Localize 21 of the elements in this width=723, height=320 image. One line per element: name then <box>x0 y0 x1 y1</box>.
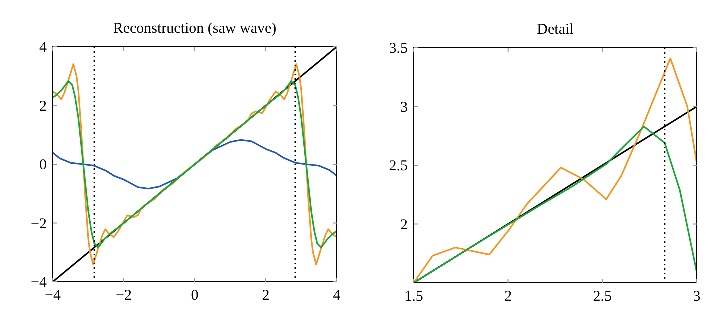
x-tick-label: 1.5 <box>404 289 424 305</box>
line-series <box>53 80 337 248</box>
y-tick-label: −4 <box>31 275 48 291</box>
x-tick-label: 2 <box>262 288 270 304</box>
x-tick-label: 3 <box>693 289 701 305</box>
chart-title: Reconstruction (saw wave) <box>113 21 277 37</box>
y-tick-label: 3 <box>400 100 408 116</box>
y-tick-label: 0 <box>40 158 47 174</box>
x-tick-label: 2 <box>504 289 512 305</box>
y-tick-label: 3.5 <box>389 41 408 57</box>
y-tick-label: 2 <box>40 98 47 115</box>
y-tick-label: 2 <box>400 217 408 234</box>
line-series <box>414 58 697 283</box>
chart-title: Detail <box>537 22 574 38</box>
x-tick-label: 4 <box>333 288 342 304</box>
y-tick-label: 2.5 <box>389 158 408 174</box>
x-tick-label: 0 <box>191 288 199 304</box>
x-tick-label: −2 <box>116 288 132 304</box>
y-tick-label: 4 <box>40 40 48 56</box>
y-tick-label: −2 <box>31 216 47 232</box>
x-tick-label: 2.5 <box>593 289 612 305</box>
